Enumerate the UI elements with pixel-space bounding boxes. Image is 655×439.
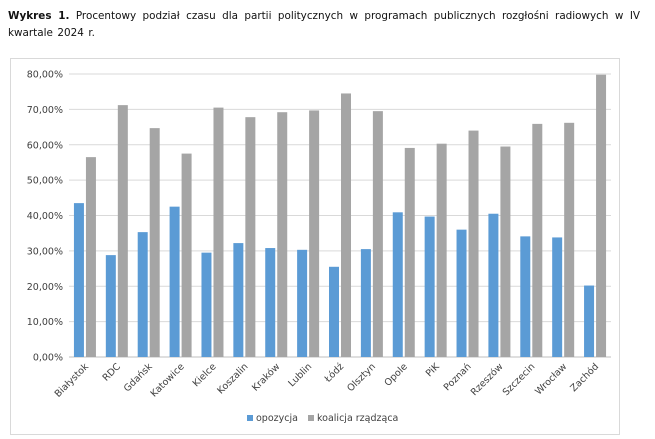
y-tick-label: 0,00%	[33, 353, 63, 364]
x-tick-label: RDC	[101, 361, 124, 384]
x-tick-label: Szczecin	[501, 361, 538, 398]
legend-swatch-opozycja	[247, 415, 253, 421]
legend-label-opozycja: opozycja	[256, 413, 298, 424]
bar-koalicja	[468, 130, 479, 357]
caption-label: Wykres 1.	[8, 10, 70, 22]
bar-koalicja	[436, 143, 447, 357]
bar-koalicja	[309, 110, 320, 357]
x-tick-label: Olsztyn	[345, 361, 378, 394]
bar-opozycja	[552, 237, 563, 357]
chart-frame: 0,00% 10,00% 20,00% 30,00% 40,00% 50,00% 60,00…	[10, 58, 620, 435]
x-tick-label: Zachód	[568, 361, 601, 394]
bar-opozycja	[520, 236, 531, 357]
bar-chart: 0,00% 10,00% 20,00% 30,00% 40,00% 50,00% 60,00…	[27, 70, 611, 424]
bar-opozycja	[392, 212, 403, 357]
bar-koalicja	[149, 128, 160, 357]
caption-text: Procentowy podział czasu dla partii poli…	[8, 10, 640, 39]
x-tick-label: Koszalin	[215, 361, 250, 396]
bar-koalicja	[117, 105, 128, 357]
bar-opozycja	[329, 266, 339, 357]
bar-opozycja	[360, 249, 371, 357]
y-tick-label: 20,00%	[27, 282, 63, 293]
figure-caption: Wykres 1. Procentowy podział czasu dla p…	[8, 8, 640, 42]
x-tick-label: Opole	[382, 361, 410, 389]
y-tick-label: 50,00%	[27, 176, 63, 187]
x-tick-label: PiK	[424, 361, 442, 379]
bar-koalicja	[277, 112, 288, 357]
y-tick-label: 80,00%	[27, 70, 63, 81]
bar-opozycja	[201, 252, 212, 357]
bar-opozycja	[169, 206, 180, 357]
bar-koalicja	[372, 111, 383, 357]
bar-opozycja	[137, 232, 148, 357]
legend-swatch-koalicja	[308, 415, 314, 421]
x-tick-label: Rzeszów	[469, 361, 506, 398]
y-tick-label: 30,00%	[27, 246, 63, 257]
legend-label-koalicja: koalicja rządząca	[317, 413, 398, 424]
bar-opozycja	[233, 243, 244, 357]
x-tick-label: Katowice	[149, 361, 187, 399]
bar-koalicja	[596, 74, 607, 357]
bar-koalicja	[500, 146, 511, 357]
bar-koalicja	[85, 157, 96, 357]
bar-opozycja	[105, 255, 116, 357]
y-tick-label: 40,00%	[27, 211, 63, 222]
bar-opozycja	[297, 249, 308, 357]
bar-koalicja	[341, 93, 351, 358]
x-tick-label: Kielce	[191, 361, 219, 389]
x-tick-label: Poznań	[442, 361, 474, 393]
y-tick-label: 70,00%	[27, 105, 63, 116]
bar-opozycja	[424, 216, 435, 357]
bar-koalicja	[404, 147, 415, 357]
bar-opozycja	[488, 213, 499, 357]
x-tick-label: Lublin	[286, 361, 314, 389]
x-tick-label: Kraków	[250, 361, 282, 393]
bar-koalicja	[532, 123, 543, 357]
bar-koalicja	[245, 117, 256, 357]
bar-koalicja	[181, 153, 192, 357]
y-tick-label: 60,00%	[27, 140, 63, 151]
bar-opozycja	[73, 203, 84, 357]
x-tick-label: Białystok	[53, 361, 92, 400]
x-tick-label: Wrocław	[533, 361, 569, 397]
x-tick-label: Łódź	[322, 361, 346, 385]
bar-koalicja	[213, 107, 224, 357]
bar-koalicja	[564, 122, 575, 357]
bar-opozycja	[584, 285, 595, 357]
bar-opozycja	[265, 248, 276, 357]
bar-opozycja	[456, 229, 467, 357]
y-tick-label: 10,00%	[27, 317, 63, 328]
